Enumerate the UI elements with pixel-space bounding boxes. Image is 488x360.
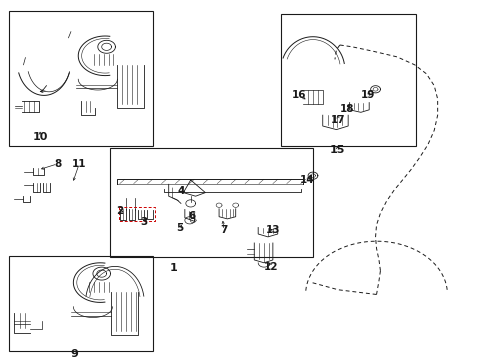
Bar bbox=[9, 256, 153, 351]
Text: 10: 10 bbox=[32, 132, 48, 142]
Text: 12: 12 bbox=[264, 262, 278, 272]
Text: 8: 8 bbox=[54, 159, 61, 169]
Text: 2: 2 bbox=[116, 206, 123, 216]
Text: 3: 3 bbox=[141, 217, 147, 228]
Text: 16: 16 bbox=[291, 90, 306, 100]
Text: 5: 5 bbox=[176, 222, 183, 233]
Text: 15: 15 bbox=[329, 145, 345, 156]
Text: 18: 18 bbox=[339, 104, 354, 114]
Bar bbox=[110, 148, 312, 257]
Text: 19: 19 bbox=[360, 90, 374, 100]
Bar bbox=[9, 11, 153, 146]
Text: 14: 14 bbox=[299, 175, 314, 185]
Text: 17: 17 bbox=[330, 114, 345, 125]
Text: 13: 13 bbox=[265, 225, 280, 235]
Text: 1: 1 bbox=[169, 263, 177, 273]
Text: 4: 4 bbox=[177, 186, 184, 196]
Bar bbox=[281, 14, 415, 146]
Text: 9: 9 bbox=[70, 348, 78, 359]
Text: 7: 7 bbox=[220, 225, 227, 235]
Text: 11: 11 bbox=[72, 159, 86, 169]
Text: 6: 6 bbox=[188, 211, 195, 221]
